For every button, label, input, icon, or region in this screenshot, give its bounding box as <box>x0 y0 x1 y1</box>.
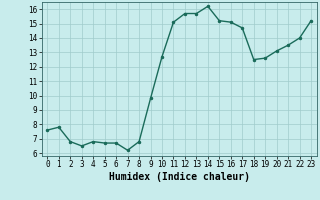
X-axis label: Humidex (Indice chaleur): Humidex (Indice chaleur) <box>109 172 250 182</box>
